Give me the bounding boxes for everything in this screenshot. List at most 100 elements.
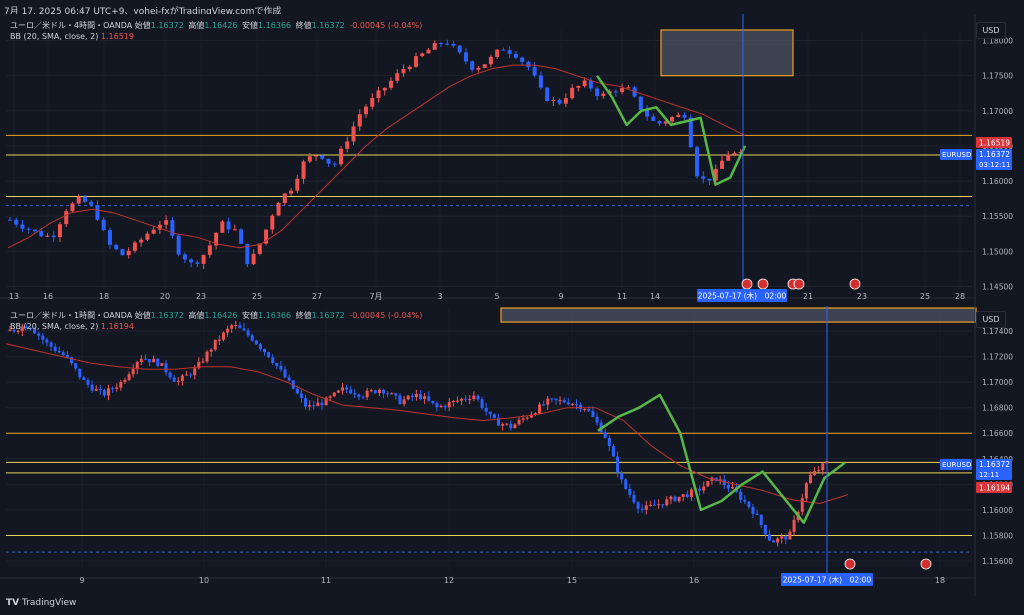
current-price-label: 1.16372	[979, 150, 1010, 159]
candle-body	[123, 379, 127, 382]
candle-body	[39, 231, 44, 237]
candle-body	[784, 536, 788, 540]
candle-body	[289, 190, 294, 194]
flash-event-icon[interactable]	[741, 278, 753, 290]
candle-body	[49, 342, 53, 347]
candle-body	[111, 388, 115, 390]
candle-body	[747, 501, 751, 507]
candle-body	[209, 349, 213, 352]
candle-body	[533, 413, 537, 415]
candle-body	[501, 49, 506, 51]
candle-body	[698, 488, 702, 491]
candle-body	[574, 404, 578, 406]
time-axis-label: 16	[689, 576, 699, 585]
candle-body	[250, 335, 254, 341]
candle-body	[792, 519, 796, 532]
candle-body	[70, 357, 74, 364]
candle-body	[406, 395, 410, 400]
time-axis-label: 25	[920, 292, 930, 301]
chart-canvas-1h[interactable]: 1.174001.172001.170001.168001.166001.164…	[0, 306, 1024, 596]
candle-body	[447, 402, 451, 408]
candle-body	[214, 232, 219, 246]
candle-body	[26, 228, 31, 230]
candle-body	[468, 399, 472, 401]
time-axis-label: 9	[558, 292, 563, 301]
candle-body	[558, 400, 562, 402]
candle-body	[669, 496, 673, 500]
candle-body	[95, 205, 100, 220]
bollinger-value-badge	[976, 482, 1012, 493]
candle-body	[496, 417, 500, 426]
candle-body	[470, 61, 475, 70]
candle-body	[713, 168, 718, 181]
currency-button-4h[interactable]: USD	[976, 22, 1006, 39]
candle-body	[328, 396, 332, 398]
candle-body	[308, 405, 312, 407]
candle-body	[714, 477, 718, 481]
green-trend-drawing[interactable]	[595, 74, 747, 186]
candle-body	[182, 254, 187, 260]
candle-body	[82, 377, 86, 381]
time-axis-label: 3	[437, 292, 442, 301]
shaded-zone-box[interactable]	[660, 29, 794, 77]
candle-body	[33, 328, 37, 334]
chart-panel-1h[interactable]: 1.174001.172001.170001.168001.166001.164…	[0, 306, 1024, 596]
shaded-zone-box[interactable]	[500, 307, 977, 323]
time-axis-label: 20	[160, 292, 170, 301]
candle-body	[107, 230, 112, 245]
time-axis-label: 27	[312, 292, 322, 301]
candle-body	[195, 262, 200, 264]
us-flag-event-icon[interactable]	[849, 278, 861, 290]
tradingview-logo-icon[interactable]: TV TradingView	[6, 598, 77, 608]
flash-event-icon[interactable]	[844, 558, 856, 570]
candle-body	[157, 224, 162, 230]
candle-body	[636, 502, 640, 509]
candle-body	[156, 358, 160, 366]
candle-body	[217, 339, 221, 341]
candle-body	[365, 390, 369, 398]
candle-body	[718, 479, 722, 481]
candle-body	[295, 388, 299, 394]
candle-body	[663, 121, 668, 124]
time-axis-label: 28	[955, 292, 965, 301]
candle-body	[492, 414, 496, 418]
candle-body	[107, 388, 111, 396]
candle-body	[251, 253, 256, 265]
candle-body	[160, 363, 164, 366]
currency-button-1h[interactable]: USD	[976, 311, 1006, 328]
candle-body	[439, 405, 443, 408]
green-trend-drawing[interactable]	[597, 393, 846, 524]
candle-body	[86, 380, 90, 385]
candle-body	[339, 148, 344, 165]
candle-body	[258, 344, 262, 349]
candle-body	[57, 224, 62, 238]
candle-body	[739, 491, 743, 500]
candle-body	[513, 424, 517, 429]
candle-body	[726, 484, 730, 489]
time-axis-label: 15	[567, 576, 577, 585]
price-axis-label: 1.16000	[982, 177, 1013, 186]
us-flag-event-icon[interactable]	[920, 558, 932, 570]
time-axis-label: 11	[617, 292, 627, 301]
candle-body	[82, 196, 87, 202]
candle-body	[151, 229, 156, 234]
candle-body	[551, 99, 556, 102]
bollinger-value-badge	[976, 137, 1012, 148]
candle-body	[677, 496, 681, 502]
time-axis-label: 12	[444, 576, 454, 585]
symbol-badge-label: EURUSD	[942, 461, 971, 469]
chart-canvas-4h[interactable]: 1.180001.175001.170001.165001.160001.155…	[0, 14, 1024, 306]
candle-body	[53, 346, 57, 351]
candle-body	[525, 417, 529, 419]
candle-body	[570, 87, 575, 99]
price-axis-label: 1.18000	[982, 37, 1013, 46]
us-flag-event-icon[interactable]	[757, 278, 769, 290]
candle-body	[307, 156, 312, 162]
candle-body	[657, 120, 662, 124]
chart-panel-4h[interactable]: 1.180001.175001.170001.165001.160001.155…	[0, 14, 1024, 306]
price-axis-label: 1.17000	[982, 378, 1013, 387]
candle-body	[648, 504, 652, 506]
candle-body	[607, 437, 611, 447]
us-flag-event-icon[interactable]	[793, 278, 805, 290]
candle-body	[513, 53, 518, 58]
